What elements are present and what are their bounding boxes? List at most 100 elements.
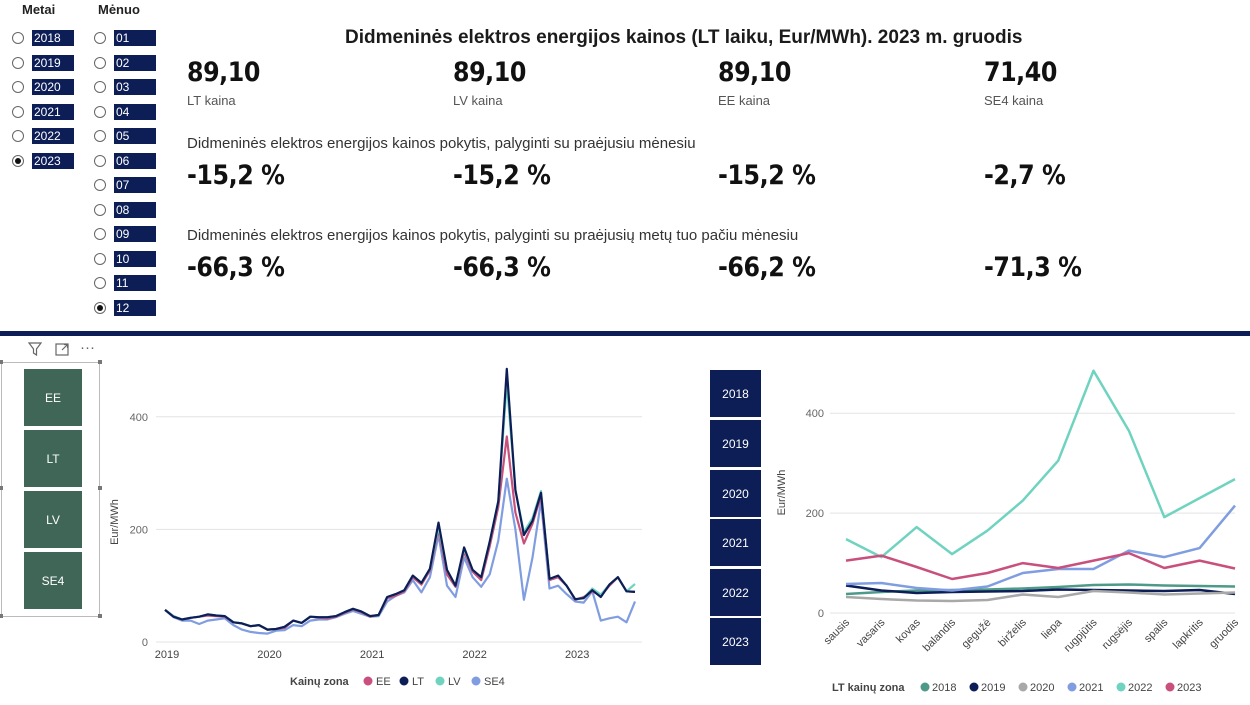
radio-button[interactable] [94, 277, 106, 289]
x-tick-label: rugsėjis [1100, 616, 1136, 652]
legend-label: LT [412, 676, 424, 688]
legend-label: 2023 [1177, 682, 1201, 694]
month-option[interactable]: 05 [94, 127, 156, 145]
year-slicer-header: Metai [22, 2, 56, 17]
radio-button[interactable] [94, 56, 106, 69]
year-option[interactable]: 2023 [12, 152, 74, 170]
year-option[interactable]: 2019 [12, 54, 74, 72]
month-option-label: 11 [114, 275, 156, 291]
year-option-label: 2019 [32, 54, 74, 71]
lv-yearly-change: -66,3 % [453, 252, 551, 283]
year-option[interactable]: 2021 [12, 103, 74, 121]
zone-button-se4[interactable]: SE4 [24, 552, 82, 609]
year-option[interactable]: 2022 [12, 127, 74, 145]
x-tick-label: 2022 [462, 649, 486, 661]
radio-button[interactable] [12, 154, 24, 167]
legend-marker [920, 682, 930, 692]
filter-icon[interactable] [27, 341, 43, 361]
x-tick-label: kovas [894, 616, 923, 645]
legend-marker [1165, 682, 1175, 692]
resize-handle[interactable] [0, 486, 3, 490]
series-line-lt [164, 367, 636, 631]
year-button-2018[interactable]: 2018 [710, 370, 761, 417]
year-button-2021[interactable]: 2021 [710, 519, 761, 566]
month-option[interactable]: 07 [94, 176, 156, 194]
month-option-label: 05 [114, 128, 156, 144]
radio-button[interactable] [94, 203, 106, 216]
radio-button[interactable] [94, 228, 106, 240]
year-button-2022[interactable]: 2022 [710, 569, 761, 616]
y-tick-label: 200 [130, 524, 148, 536]
legend-title: Kainų zona [290, 676, 350, 688]
legend-label: SE4 [484, 676, 505, 688]
radio-button[interactable] [94, 32, 106, 44]
legend-label: 2020 [1030, 682, 1054, 694]
year-button-2019[interactable]: 2019 [710, 420, 761, 467]
y-tick-label: 200 [806, 508, 824, 520]
month-option[interactable]: 02 [94, 54, 156, 72]
x-tick-label: birželis [996, 616, 1029, 649]
more-options-icon[interactable]: ··· [80, 339, 95, 356]
zone-button-lv[interactable]: LV [24, 491, 82, 548]
month-option[interactable]: 11 [94, 274, 156, 292]
legend-marker [969, 682, 979, 692]
year-option[interactable]: 2020 [12, 78, 74, 96]
year-button-2020[interactable]: 2020 [710, 470, 761, 517]
radio-button[interactable] [94, 252, 106, 265]
ee-price-value: 89,10 [718, 57, 791, 88]
zone-button-ee[interactable]: EE [24, 369, 82, 426]
month-option[interactable]: 09 [94, 225, 156, 243]
month-option[interactable]: 06 [94, 152, 156, 170]
x-tick-label: gegužė [960, 617, 994, 651]
month-option[interactable]: 10 [94, 250, 156, 268]
year-option[interactable]: 2018 [12, 29, 74, 47]
legend-label: EE [376, 676, 391, 688]
radio-button[interactable] [12, 81, 24, 93]
radio-button[interactable] [94, 130, 106, 142]
resize-handle[interactable] [98, 486, 102, 490]
x-tick-label: balandis [921, 616, 959, 654]
month-option[interactable]: 03 [94, 78, 156, 96]
radio-button[interactable] [94, 179, 106, 191]
x-tick-label: rugpjūtis [1062, 616, 1100, 654]
monthly-change-title: Didmeninės elektros energijos kainos pok… [187, 135, 696, 152]
focus-mode-icon[interactable] [54, 341, 70, 361]
se4-price-label: SE4 kaina [984, 93, 1044, 108]
radio-button[interactable] [94, 105, 106, 118]
y-tick-label: 0 [142, 637, 148, 649]
se4-price-value: 71,40 [984, 57, 1057, 88]
radio-button[interactable] [12, 32, 24, 44]
year-option-label: 2020 [32, 79, 74, 95]
legend-marker [399, 676, 409, 686]
lv-price-value: 89,10 [453, 57, 526, 88]
x-tick-label: 2019 [155, 649, 179, 661]
radio-button[interactable] [12, 56, 24, 69]
month-option[interactable]: 04 [94, 103, 156, 121]
section-divider [0, 331, 1250, 336]
radio-button[interactable] [12, 105, 24, 118]
resize-handle[interactable] [98, 614, 102, 618]
resize-handle[interactable] [0, 614, 3, 618]
month-option[interactable]: 12 [94, 299, 156, 317]
lv-price-label: LV kaina [453, 93, 503, 108]
x-tick-label: spalis [1142, 616, 1171, 645]
radio-button[interactable] [94, 81, 106, 93]
radio-button[interactable] [94, 154, 106, 167]
radio-button[interactable] [12, 130, 24, 142]
legend-marker [435, 676, 445, 686]
zone-button-lt[interactable]: LT [24, 430, 82, 487]
month-option[interactable]: 01 [94, 29, 156, 47]
month-option-label: 12 [114, 299, 156, 316]
month-option[interactable]: 08 [94, 201, 156, 219]
resize-handle[interactable] [0, 360, 3, 364]
month-option-label: 09 [114, 226, 156, 242]
resize-handle[interactable] [98, 360, 102, 364]
x-tick-label: liepa [1039, 616, 1065, 642]
legend-label: 2018 [932, 682, 956, 694]
year-option-label: 2018 [32, 30, 74, 46]
year-button-2023[interactable]: 2023 [710, 618, 761, 665]
legend-title: LT kainų zona [832, 682, 905, 694]
radio-button[interactable] [94, 301, 106, 314]
lt-price-value: 89,10 [187, 57, 260, 88]
y-axis-label: Eur/MWh [109, 499, 121, 545]
